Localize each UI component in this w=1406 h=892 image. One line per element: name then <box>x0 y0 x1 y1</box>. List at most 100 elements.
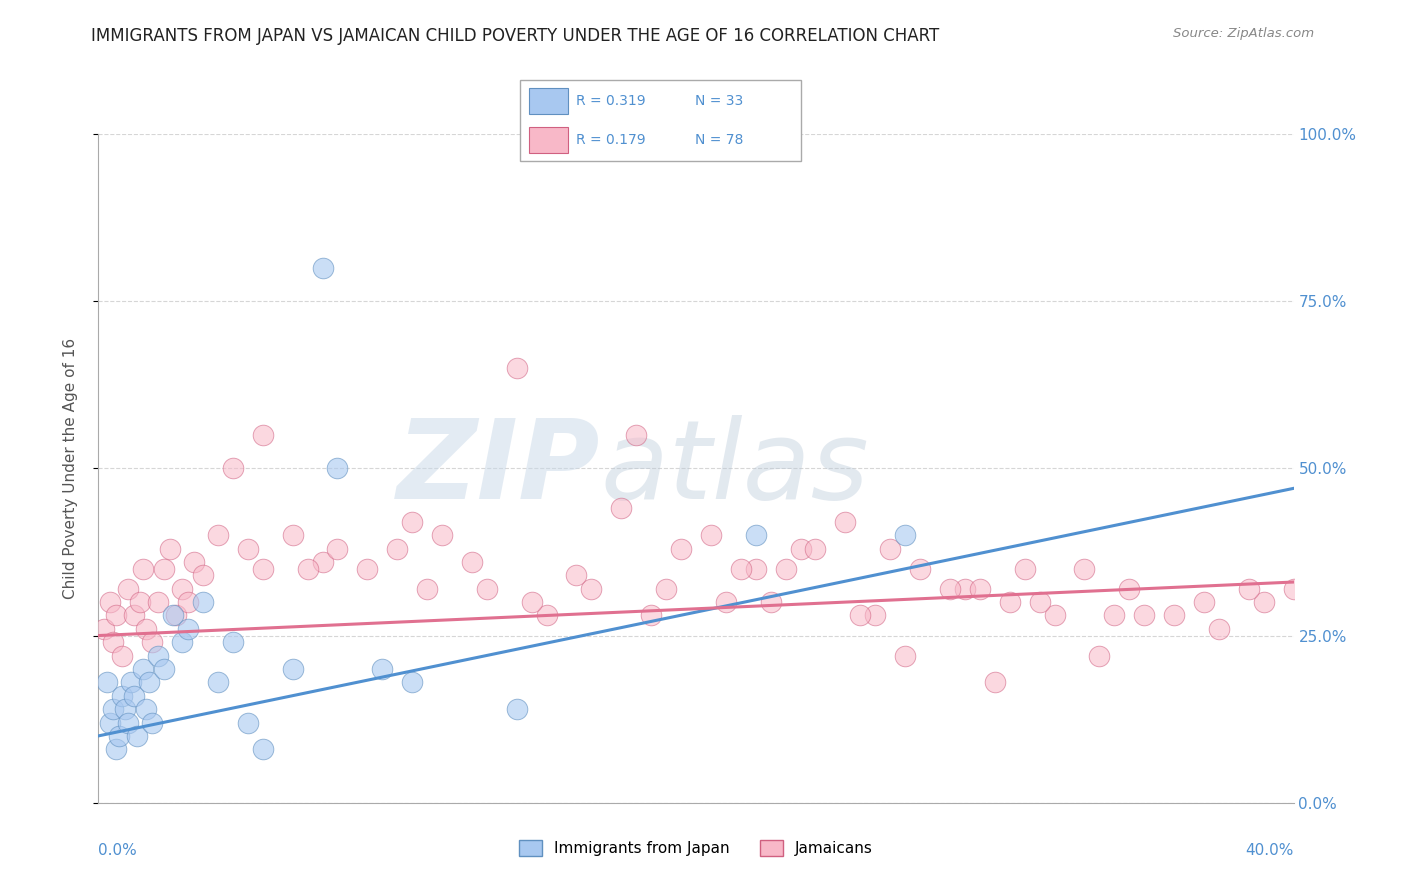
Point <box>117 582 139 596</box>
Point <box>1088 648 1111 663</box>
Point <box>430 528 453 542</box>
Point <box>581 582 603 596</box>
Point <box>159 541 181 556</box>
Point <box>401 515 423 529</box>
Point <box>281 528 304 542</box>
Point <box>153 662 176 676</box>
Point <box>506 702 529 716</box>
Point <box>141 715 163 730</box>
Point <box>1282 582 1305 596</box>
Point <box>908 562 931 576</box>
Point <box>191 595 214 609</box>
Text: IMMIGRANTS FROM JAPAN VS JAMAICAN CHILD POVERTY UNDER THE AGE OF 16 CORRELATION : IMMIGRANTS FROM JAPAN VS JAMAICAN CHILD … <box>91 27 939 45</box>
Point <box>879 541 901 556</box>
Point <box>162 608 184 623</box>
Point <box>371 662 394 676</box>
Point <box>669 541 692 556</box>
Point <box>153 562 176 576</box>
Point <box>894 528 917 542</box>
Point <box>103 702 125 716</box>
Point <box>998 595 1021 609</box>
Point <box>138 675 160 690</box>
Point <box>177 595 200 609</box>
Point <box>1253 595 1275 609</box>
Point <box>93 622 115 636</box>
Point <box>984 675 1007 690</box>
Point <box>1043 608 1066 623</box>
Text: N = 78: N = 78 <box>695 133 742 146</box>
Point <box>1014 562 1036 576</box>
FancyBboxPatch shape <box>520 80 801 161</box>
Point <box>730 562 752 576</box>
Point <box>281 662 304 676</box>
Text: R = 0.319: R = 0.319 <box>576 95 647 108</box>
Point <box>100 715 122 730</box>
Point <box>252 742 274 756</box>
Point <box>610 501 633 516</box>
Point <box>759 595 782 609</box>
FancyBboxPatch shape <box>529 88 568 114</box>
Point <box>356 562 378 576</box>
Point <box>311 555 333 569</box>
Point <box>953 582 976 596</box>
Point <box>252 428 274 442</box>
Point <box>236 715 259 730</box>
Point <box>191 568 214 582</box>
Point <box>1028 595 1050 609</box>
Point <box>1118 582 1140 596</box>
Text: R = 0.179: R = 0.179 <box>576 133 647 146</box>
Point <box>100 595 122 609</box>
Point <box>120 675 142 690</box>
Point <box>1073 562 1095 576</box>
Point <box>105 608 128 623</box>
Point <box>863 608 887 623</box>
Point <box>1208 622 1230 636</box>
Point <box>297 562 319 576</box>
Point <box>834 515 856 529</box>
Point <box>148 595 170 609</box>
Point <box>124 608 146 623</box>
Point <box>326 541 349 556</box>
Point <box>148 648 170 663</box>
Point <box>129 595 152 609</box>
Point <box>640 608 662 623</box>
Point <box>1133 608 1156 623</box>
Text: N = 33: N = 33 <box>695 95 742 108</box>
Point <box>132 562 155 576</box>
Text: atlas: atlas <box>600 415 869 522</box>
Point <box>939 582 962 596</box>
Point <box>775 562 797 576</box>
Point <box>105 742 128 756</box>
Point <box>1102 608 1125 623</box>
Point <box>132 662 155 676</box>
Point <box>655 582 678 596</box>
Point <box>536 608 558 623</box>
Point <box>96 675 118 690</box>
Point <box>714 595 737 609</box>
Point <box>475 582 498 596</box>
Point <box>1192 595 1215 609</box>
Point <box>103 635 125 649</box>
Point <box>700 528 723 542</box>
Point <box>565 568 588 582</box>
Point <box>894 648 917 663</box>
Point <box>177 622 200 636</box>
Point <box>124 689 146 703</box>
Legend: Immigrants from Japan, Jamaicans: Immigrants from Japan, Jamaicans <box>513 834 879 862</box>
Point <box>849 608 872 623</box>
Point <box>520 595 543 609</box>
Text: ZIP: ZIP <box>396 415 600 522</box>
Point <box>1163 608 1185 623</box>
Y-axis label: Child Poverty Under the Age of 16: Child Poverty Under the Age of 16 <box>63 338 77 599</box>
Point <box>1237 582 1260 596</box>
Point <box>745 528 768 542</box>
Point <box>626 428 648 442</box>
Point <box>969 582 991 596</box>
Text: Source: ZipAtlas.com: Source: ZipAtlas.com <box>1174 27 1315 40</box>
Point <box>789 541 811 556</box>
Text: 0.0%: 0.0% <box>98 843 138 858</box>
FancyBboxPatch shape <box>529 127 568 153</box>
Point <box>311 260 333 275</box>
Point <box>111 648 134 663</box>
Point <box>172 582 194 596</box>
